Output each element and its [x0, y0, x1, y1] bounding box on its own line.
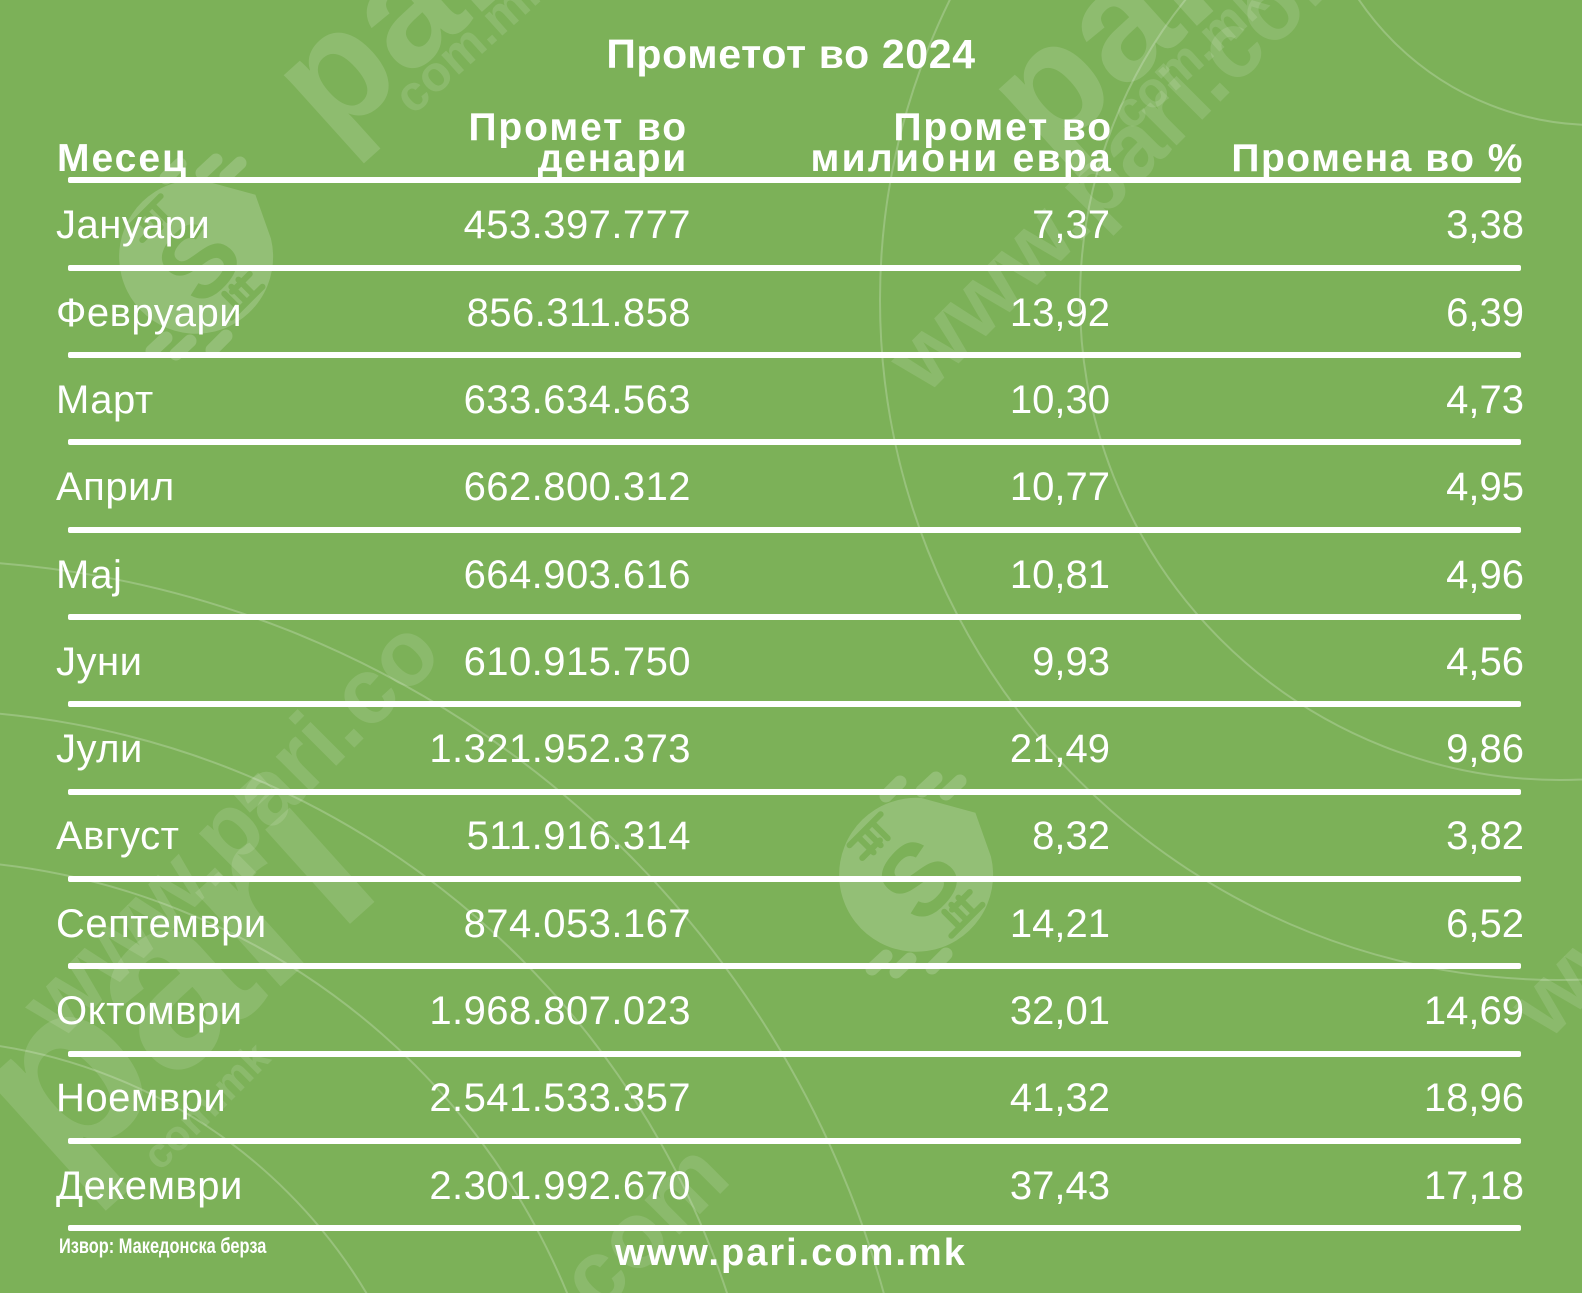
- svg-text:pari: pari: [0, 729, 421, 1223]
